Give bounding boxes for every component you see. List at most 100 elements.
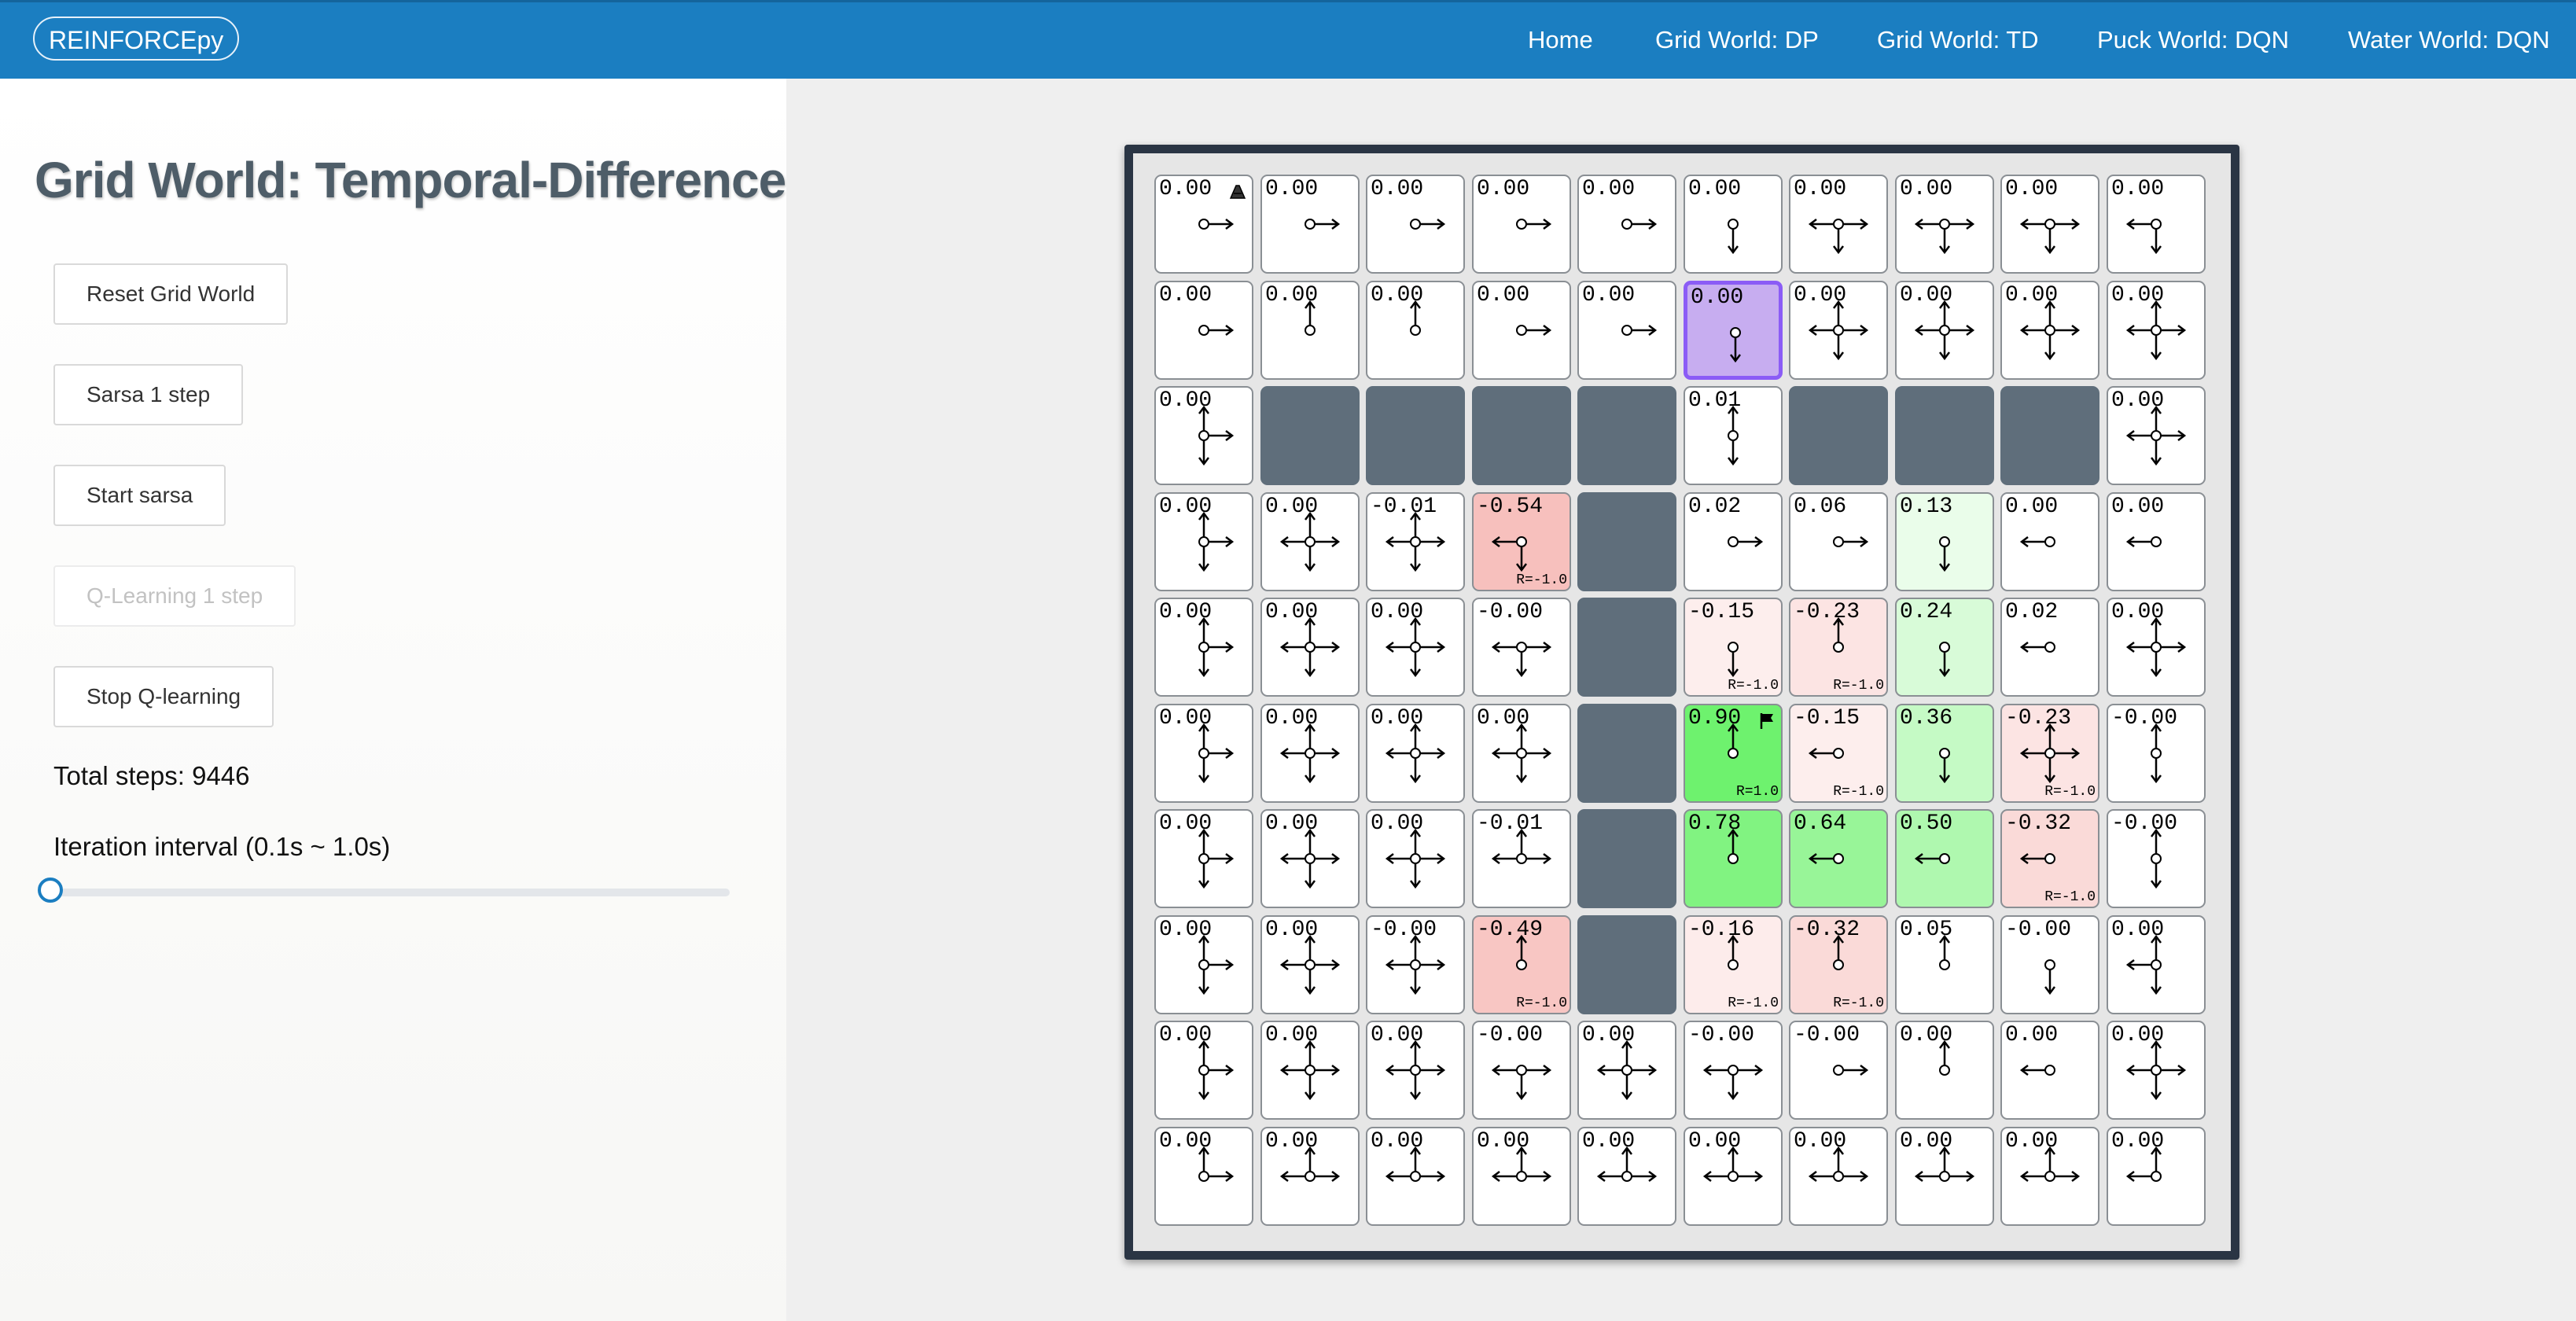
grid-cell-r6-c1[interactable]: 0.00: [1260, 809, 1360, 908]
grid-cell-r9-c1[interactable]: 0.00: [1260, 1127, 1360, 1226]
grid-cell-r3-c7[interactable]: 0.13: [1895, 492, 1994, 591]
grid-cell-r4-c0[interactable]: 0.00: [1154, 598, 1253, 697]
grid-cell-r0-c5[interactable]: 0.00: [1684, 175, 1783, 274]
nav-link-home[interactable]: Home: [1528, 26, 1593, 53]
grid-cell-r3-c8[interactable]: 0.00: [2000, 492, 2099, 591]
grid-cell-r6-c6[interactable]: 0.64: [1789, 809, 1888, 908]
grid-cell-r3-c0[interactable]: 0.00: [1154, 492, 1253, 591]
grid-cell-r4-c5[interactable]: -0.15 R=-1.0: [1684, 598, 1783, 697]
grid-cell-r4-c9[interactable]: 0.00: [2107, 598, 2206, 697]
brand-logo[interactable]: REINFORCEpy: [33, 17, 240, 61]
grid-cell-r1-c2[interactable]: 0.00: [1366, 281, 1465, 380]
grid-cell-r9-c5[interactable]: 0.00: [1684, 1127, 1783, 1226]
grid-cell-r7-c3[interactable]: -0.49 R=-1.0: [1472, 915, 1571, 1014]
grid-cell-r0-c4[interactable]: 0.00: [1577, 175, 1676, 274]
grid-cell-r5-c9[interactable]: -0.00: [2107, 704, 2206, 803]
grid-cell-r0-c2[interactable]: 0.00: [1366, 175, 1465, 274]
grid-cell-r4-c6[interactable]: -0.23 R=-1.0: [1789, 598, 1888, 697]
grid-cell-r5-c1[interactable]: 0.00: [1260, 704, 1360, 803]
grid-cell-r4-c3[interactable]: -0.00: [1472, 598, 1571, 697]
grid-cell-r5-c8[interactable]: -0.23 R=-1.0: [2000, 704, 2099, 803]
grid-cell-r8-c7[interactable]: 0.00: [1895, 1021, 1994, 1120]
grid-cell-r4-c8[interactable]: 0.02: [2000, 598, 2099, 697]
iteration-interval-slider-track[interactable]: [53, 889, 730, 896]
grid-cell-r8-c9[interactable]: 0.00: [2107, 1021, 2206, 1120]
grid-cell-r0-c1[interactable]: 0.00: [1260, 175, 1360, 274]
agent-cell-r1-c5[interactable]: 0.00: [1684, 281, 1783, 380]
iteration-interval-slider-thumb[interactable]: [38, 878, 63, 903]
reset-grid-world-button[interactable]: Reset Grid World: [53, 263, 289, 325]
grid-cell-r9-c8[interactable]: 0.00: [2000, 1127, 2099, 1226]
grid-cell-r9-c9[interactable]: 0.00: [2107, 1127, 2206, 1226]
grid-cell-r7-c5[interactable]: -0.16 R=-1.0: [1684, 915, 1783, 1014]
grid-cell-r7-c6[interactable]: -0.32 R=-1.0: [1789, 915, 1888, 1014]
stop-q-learning-button[interactable]: Stop Q-learning: [53, 666, 274, 727]
grid-cell-r9-c2[interactable]: 0.00: [1366, 1127, 1465, 1226]
grid-cell-r5-c5[interactable]: 0.90 R=1.0: [1684, 704, 1783, 803]
grid-cell-r9-c6[interactable]: 0.00: [1789, 1127, 1888, 1226]
grid-cell-r7-c7[interactable]: 0.05: [1895, 915, 1994, 1014]
grid-cell-r6-c7[interactable]: 0.50: [1895, 809, 1994, 908]
grid-cell-r7-c9[interactable]: 0.00: [2107, 915, 2206, 1014]
grid-cell-r0-c9[interactable]: 0.00: [2107, 175, 2206, 274]
grid-cell-r1-c1[interactable]: 0.00: [1260, 281, 1360, 380]
grid-cell-r7-c1[interactable]: 0.00: [1260, 915, 1360, 1014]
grid-cell-r2-c5[interactable]: 0.01: [1684, 386, 1783, 485]
grid-cell-r6-c2[interactable]: 0.00: [1366, 809, 1465, 908]
grid-cell-r3-c2[interactable]: -0.01: [1366, 492, 1465, 591]
grid-cell-r8-c3[interactable]: -0.00: [1472, 1021, 1571, 1120]
grid-cell-r1-c6[interactable]: 0.00: [1789, 281, 1888, 380]
grid-cell-r0-c0[interactable]: 0.00: [1154, 175, 1253, 274]
grid-cell-r5-c3[interactable]: 0.00: [1472, 704, 1571, 803]
grid-cell-r9-c3[interactable]: 0.00: [1472, 1127, 1571, 1226]
grid-cell-r3-c9[interactable]: 0.00: [2107, 492, 2206, 591]
grid-cell-r5-c7[interactable]: 0.36: [1895, 704, 1994, 803]
grid-cell-r3-c1[interactable]: 0.00: [1260, 492, 1360, 591]
grid-cell-r1-c7[interactable]: 0.00: [1895, 281, 1994, 380]
start-sarsa-button[interactable]: Start sarsa: [53, 465, 226, 526]
grid-cell-r4-c1[interactable]: 0.00: [1260, 598, 1360, 697]
grid-cell-r2-c9[interactable]: 0.00: [2107, 386, 2206, 485]
grid-cell-r9-c7[interactable]: 0.00: [1895, 1127, 1994, 1226]
nav-link-puck-world-dqn[interactable]: Puck World: DQN: [2097, 26, 2290, 53]
grid-cell-r0-c6[interactable]: 0.00: [1789, 175, 1888, 274]
grid-cell-r6-c9[interactable]: -0.00: [2107, 809, 2206, 908]
grid-cell-r8-c2[interactable]: 0.00: [1366, 1021, 1465, 1120]
grid-cell-r5-c0[interactable]: 0.00: [1154, 704, 1253, 803]
grid-cell-r0-c7[interactable]: 0.00: [1895, 175, 1994, 274]
grid-cell-r1-c9[interactable]: 0.00: [2107, 281, 2206, 380]
nav-link-water-world-dqn[interactable]: Water World: DQN: [2348, 26, 2550, 53]
grid-cell-r0-c3[interactable]: 0.00: [1472, 175, 1571, 274]
grid-cell-r6-c5[interactable]: 0.78: [1684, 809, 1783, 908]
grid-cell-r7-c0[interactable]: 0.00: [1154, 915, 1253, 1014]
grid-cell-r1-c8[interactable]: 0.00: [2000, 281, 2099, 380]
grid-cell-r5-c2[interactable]: 0.00: [1366, 704, 1465, 803]
grid-cell-r1-c4[interactable]: 0.00: [1577, 281, 1676, 380]
grid-cell-r5-c6[interactable]: -0.15 R=-1.0: [1789, 704, 1888, 803]
grid-cell-r0-c8[interactable]: 0.00: [2000, 175, 2099, 274]
grid-cell-r9-c4[interactable]: 0.00: [1577, 1127, 1676, 1226]
sarsa-1-step-button[interactable]: Sarsa 1 step: [53, 364, 244, 425]
grid-cell-r3-c6[interactable]: 0.06: [1789, 492, 1888, 591]
grid-cell-r1-c3[interactable]: 0.00: [1472, 281, 1571, 380]
nav-link-grid-world-dp[interactable]: Grid World: DP: [1655, 26, 1819, 53]
grid-cell-r6-c8[interactable]: -0.32 R=-1.0: [2000, 809, 2099, 908]
grid-cell-r8-c4[interactable]: 0.00: [1577, 1021, 1676, 1120]
grid-cell-r9-c0[interactable]: 0.00: [1154, 1127, 1253, 1226]
grid-cell-r8-c6[interactable]: -0.00: [1789, 1021, 1888, 1120]
grid-cell-r7-c8[interactable]: -0.00: [2000, 915, 2099, 1014]
grid-cell-r6-c0[interactable]: 0.00: [1154, 809, 1253, 908]
grid-cell-r8-c8[interactable]: 0.00: [2000, 1021, 2099, 1120]
grid-cell-r6-c3[interactable]: -0.01: [1472, 809, 1571, 908]
grid-cell-r8-c1[interactable]: 0.00: [1260, 1021, 1360, 1120]
grid-cell-r1-c0[interactable]: 0.00: [1154, 281, 1253, 380]
grid-cell-r4-c7[interactable]: 0.24: [1895, 598, 1994, 697]
grid-cell-r3-c5[interactable]: 0.02: [1684, 492, 1783, 591]
grid-cell-r4-c2[interactable]: 0.00: [1366, 598, 1465, 697]
grid-cell-r7-c2[interactable]: -0.00: [1366, 915, 1465, 1014]
grid-cell-r3-c3[interactable]: -0.54 R=-1.0: [1472, 492, 1571, 591]
grid-cell-r8-c0[interactable]: 0.00: [1154, 1021, 1253, 1120]
grid-cell-r8-c5[interactable]: -0.00: [1684, 1021, 1783, 1120]
nav-link-grid-world-td[interactable]: Grid World: TD: [1877, 26, 2039, 53]
grid-cell-r2-c0[interactable]: 0.00: [1154, 386, 1253, 485]
